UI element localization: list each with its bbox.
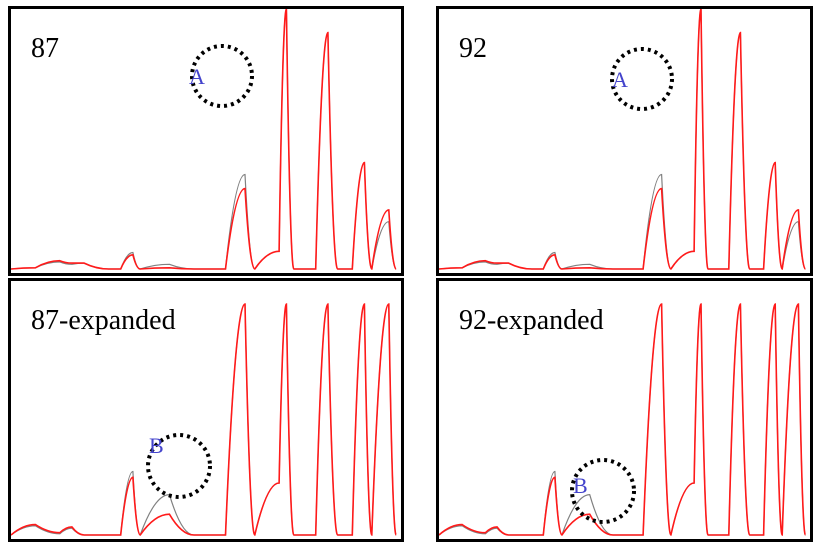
panel-label: 92: [459, 33, 487, 64]
peak-marker-label: A: [612, 67, 628, 92]
chart-svg: A: [11, 9, 397, 270]
sample-trace-line: [11, 303, 397, 536]
sample-trace-line: [11, 9, 397, 270]
peak-marker-circle: [190, 44, 254, 108]
panel-label: 87-expanded: [31, 305, 176, 336]
reference-trace-line: [11, 303, 397, 536]
chart-panel-92-expanded: 92-expanded B: [436, 278, 813, 542]
peak-marker-label: A: [189, 64, 205, 89]
chart-panel-87: 87 A: [8, 6, 404, 276]
chart-svg: B: [11, 303, 397, 536]
sample-trace-line: [439, 303, 807, 536]
peak-marker-circle: [610, 47, 674, 111]
chart-svg: B: [439, 303, 807, 536]
chart-panel-87-expanded: 87-expanded B: [8, 278, 404, 542]
peak-marker-circle: [570, 458, 636, 524]
peak-marker-label: B: [573, 473, 588, 498]
panel-label: 87: [31, 33, 59, 64]
panel-label: 92-expanded: [459, 305, 604, 336]
peak-marker-label: B: [149, 433, 164, 458]
sample-trace-line: [439, 9, 807, 270]
reference-trace-line: [439, 303, 806, 536]
reference-trace-line: [11, 9, 397, 270]
chart-panel-92: 92 A: [436, 6, 813, 276]
peak-marker-circle: [146, 433, 212, 499]
reference-trace-line: [439, 9, 806, 270]
chart-svg: A: [439, 9, 807, 270]
